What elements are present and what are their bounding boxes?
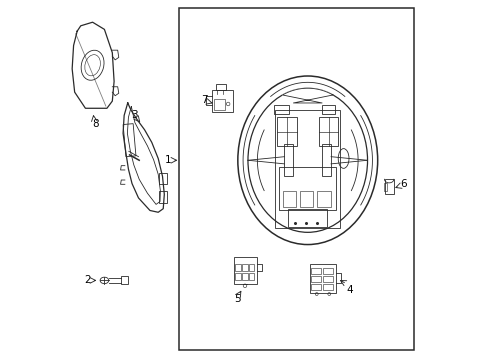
Text: 8: 8 (92, 119, 98, 129)
Bar (323, 268, 333, 274)
Bar (235, 264, 241, 271)
Bar (123, 124, 136, 157)
Bar (322, 144, 331, 176)
Text: 1: 1 (165, 155, 171, 165)
Bar (323, 284, 333, 290)
Bar (384, 183, 387, 191)
Bar (288, 209, 327, 226)
Bar (322, 105, 335, 114)
Bar (311, 284, 320, 290)
Bar (385, 179, 394, 194)
Bar (242, 264, 247, 271)
Bar (277, 117, 297, 146)
Text: 4: 4 (346, 285, 353, 296)
Bar (214, 99, 225, 110)
Bar (310, 264, 337, 293)
Bar (275, 110, 340, 228)
Bar (279, 167, 337, 211)
Bar (285, 144, 294, 176)
Bar (159, 173, 167, 184)
Bar (311, 276, 320, 282)
Bar (234, 257, 257, 284)
Bar (249, 264, 254, 271)
Bar (300, 191, 314, 207)
Bar (121, 276, 128, 284)
Bar (274, 105, 289, 114)
Bar (323, 276, 333, 282)
Polygon shape (283, 88, 333, 103)
Bar (179, 8, 414, 350)
Bar (242, 273, 247, 280)
Text: 3: 3 (132, 111, 138, 121)
Bar (318, 117, 338, 146)
Bar (235, 273, 241, 280)
Text: 5: 5 (234, 294, 241, 304)
Bar (311, 268, 320, 274)
Text: 6: 6 (400, 179, 407, 189)
Bar (159, 191, 167, 203)
Bar (212, 90, 233, 112)
Bar (283, 191, 296, 207)
Bar (249, 273, 254, 280)
Text: 2: 2 (84, 275, 91, 285)
Text: 7: 7 (201, 95, 208, 105)
Bar (216, 84, 226, 90)
Bar (317, 191, 331, 207)
